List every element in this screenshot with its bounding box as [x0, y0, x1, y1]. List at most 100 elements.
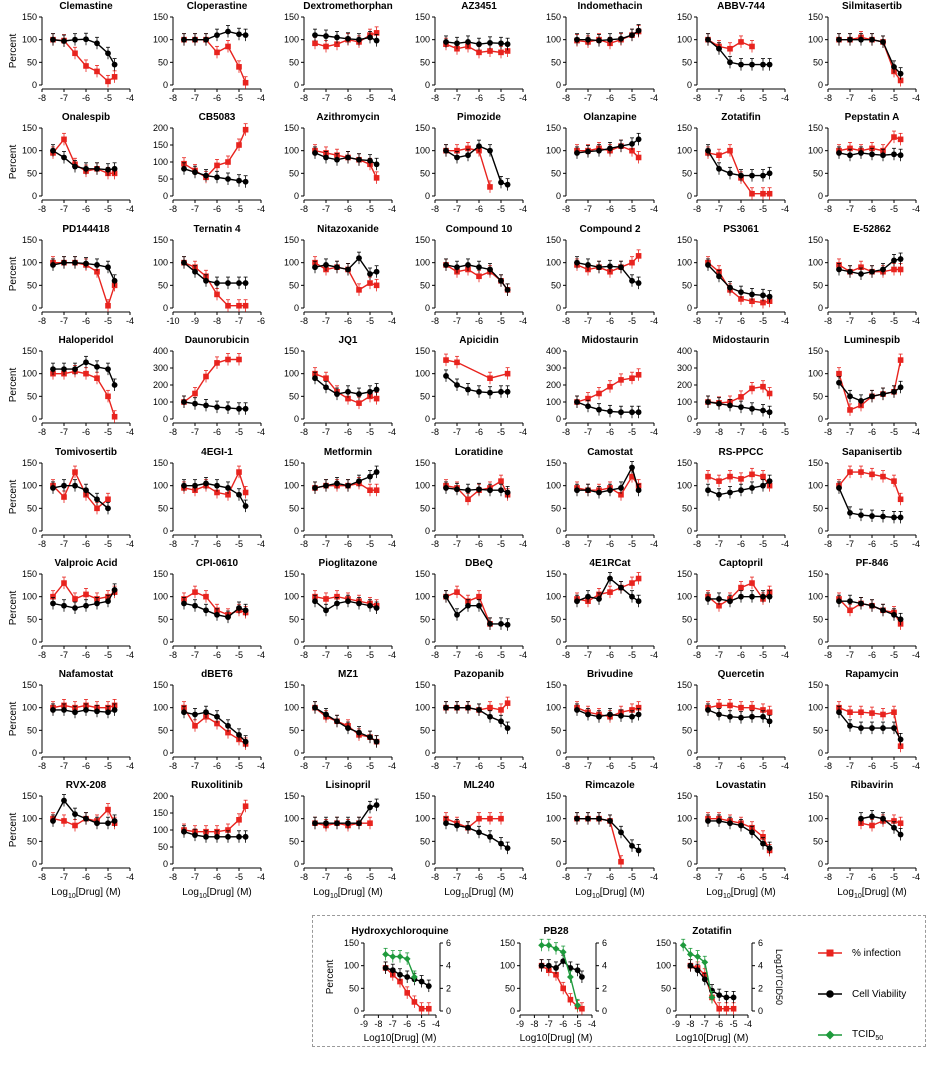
- data-point: [760, 840, 766, 847]
- x-tick-label: -8: [562, 316, 570, 326]
- y-tick-label: 150: [284, 123, 299, 133]
- data-point: [181, 828, 187, 835]
- data-point: [498, 620, 504, 627]
- x-tick-label: -4: [912, 761, 920, 771]
- x-tick-label: -8: [824, 761, 832, 771]
- data-point: [242, 833, 249, 840]
- y-tick-label: 100: [284, 592, 299, 602]
- data-point: [214, 713, 220, 720]
- chart-panel: Ternatin 4 0 50 100 150 -10 -9 -8 -7 -6: [153, 224, 265, 326]
- y-axis-label: Percent: [8, 257, 19, 292]
- data-point: [880, 725, 886, 731]
- data-point: [72, 469, 78, 475]
- y-tick-label: 150: [153, 569, 168, 579]
- y-tick-label: 50: [289, 503, 299, 513]
- data-point: [635, 154, 642, 161]
- x-tick-label: -5: [628, 427, 636, 437]
- data-point: [236, 469, 242, 475]
- data-point: [760, 713, 766, 720]
- y-tick-label: 50: [551, 836, 561, 846]
- y-tick-label: 0: [294, 637, 299, 647]
- data-point: [629, 473, 635, 480]
- data-point: [83, 63, 89, 69]
- data-point: [716, 818, 722, 824]
- data-point: [560, 985, 566, 992]
- data-point: [552, 945, 560, 953]
- data-point: [242, 126, 249, 133]
- x-axis-label-prefix: Log: [313, 887, 330, 898]
- data-point: [607, 36, 613, 43]
- y-tick-label: 50: [813, 280, 823, 290]
- series-line: [52, 470, 109, 510]
- data-point: [476, 829, 482, 836]
- y-tick-label: 200: [153, 123, 168, 133]
- y-tick-label: 100: [415, 146, 430, 156]
- data-point: [607, 263, 613, 270]
- data-point: [225, 827, 231, 833]
- y-tick-label: 50: [289, 280, 299, 290]
- y-tick-label: 400: [153, 346, 168, 356]
- x-tick-label: -6: [82, 650, 90, 660]
- data-point: [192, 589, 198, 595]
- chart-title: Luminespib: [844, 335, 900, 346]
- data-point: [225, 491, 231, 498]
- x-tick-label: -4: [912, 539, 920, 549]
- x-tick-label: -7: [846, 650, 854, 660]
- chart-panel: Captopril 0 50 100 150 -8 -7 -6 -5 -4: [677, 558, 789, 660]
- y-tick-label: 0: [425, 80, 430, 90]
- data-point: [203, 833, 209, 840]
- data-point: [705, 487, 711, 494]
- data-point: [897, 736, 904, 743]
- data-point: [203, 607, 209, 614]
- x-axis-label-prefix: Log: [444, 887, 461, 898]
- data-point: [567, 996, 574, 1003]
- data-point: [356, 287, 362, 293]
- data-point: [345, 725, 351, 731]
- y2-tick-label: 0: [602, 1006, 607, 1016]
- data-point: [236, 280, 242, 286]
- data-point: [181, 600, 187, 607]
- data-point: [897, 831, 904, 838]
- x-axis-label-prefix: Log: [706, 887, 723, 898]
- data-point: [323, 262, 329, 268]
- data-point: [111, 382, 118, 388]
- x-tick-label: -5: [366, 427, 374, 437]
- data-point: [225, 43, 231, 50]
- data-point: [607, 589, 613, 595]
- data-point: [214, 32, 220, 39]
- x-axis-label: Log10[Drug] (M): [313, 887, 382, 900]
- data-point: [83, 487, 89, 494]
- data-point: [749, 471, 755, 478]
- y-tick-label: 150: [284, 346, 299, 356]
- data-point: [880, 266, 886, 273]
- chart-panel: PF-846 0 50 100 150 -8 -7 -6 -5 -4: [808, 558, 920, 660]
- data-point: [504, 370, 511, 377]
- x-tick-label: -8: [431, 650, 439, 660]
- chart-title: Loratidine: [455, 447, 504, 458]
- y-axis-label: Percent: [8, 368, 19, 403]
- chart-panel: Azithromycin 0 50 100 150 -8 -7 -6 -5 -4: [284, 112, 396, 214]
- data-point: [323, 384, 329, 391]
- y-tick-label: 0: [818, 80, 823, 90]
- x-tick-label: -4: [781, 650, 789, 660]
- y-tick-label: 50: [420, 168, 430, 178]
- y-axis-label: Percent: [8, 480, 19, 515]
- data-point: [323, 154, 329, 161]
- data-point: [476, 41, 482, 48]
- chart-title: Silmitasertib: [842, 1, 902, 12]
- y-tick-label: 0: [556, 859, 561, 869]
- data-point: [242, 79, 249, 86]
- data-point: [596, 596, 602, 602]
- x-tick-label: -4: [126, 872, 134, 882]
- y2-tick-label: 6: [602, 938, 607, 948]
- y-tick-label: 100: [284, 703, 299, 713]
- data-point: [345, 35, 351, 42]
- chart-title: Azithromycin: [316, 112, 379, 123]
- x-tick-label: -7: [584, 93, 592, 103]
- y-tick-label: 100: [808, 146, 823, 156]
- data-point: [225, 280, 231, 286]
- y-tick-label: 0: [425, 414, 430, 424]
- x-tick-label: -8: [38, 204, 46, 214]
- data-point: [454, 147, 460, 154]
- chart-title: Dextromethorphan: [303, 1, 392, 12]
